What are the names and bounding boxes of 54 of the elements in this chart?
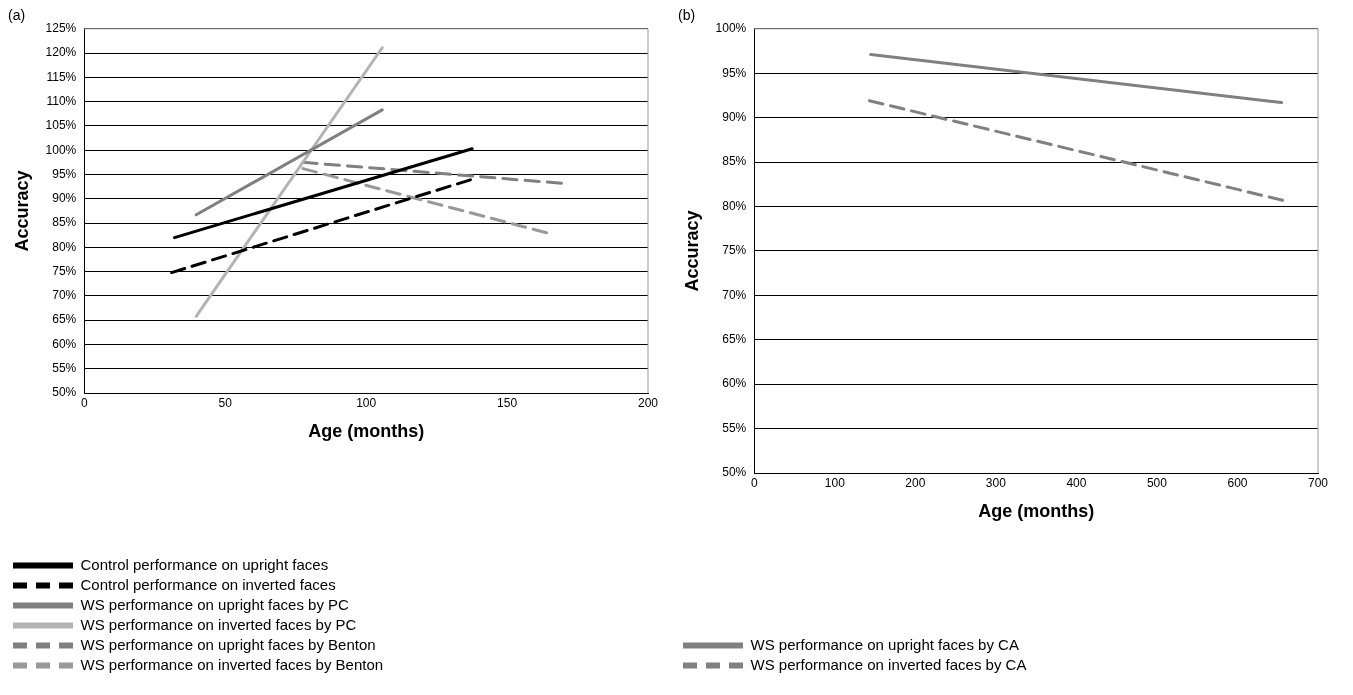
y-tick-label: 95% (52, 166, 77, 181)
y-tick-label: 80% (52, 239, 77, 254)
x-tick-label: 600 (1227, 475, 1248, 490)
y-tick-label: 100% (45, 142, 77, 157)
y-axis-title: Accuracy (681, 210, 702, 292)
x-tick-label: 50 (218, 395, 233, 410)
x-tick-label: 100 (356, 395, 377, 410)
x-tick-label: 0 (750, 475, 758, 490)
x-tick-label: 500 (1146, 475, 1168, 490)
x-tick-label: 700 (1307, 475, 1329, 490)
legend-label: WS performance on upright faces by PC (80, 595, 350, 613)
y-tick-label: 95% (722, 65, 747, 80)
x-tick-label: 200 (637, 395, 659, 410)
y-tick-label: 50% (722, 465, 747, 480)
legend-label: WS performance on inverted faces by PC (80, 615, 357, 633)
y-tick-label: 105% (45, 118, 77, 133)
y-tick-label: 65% (722, 332, 747, 347)
x-tick-label: 150 (497, 395, 518, 410)
y-tick-label: 125% (45, 21, 77, 36)
legend-label: WS performance on inverted faces by Benton (80, 655, 384, 673)
y-tick-label: 80% (722, 198, 747, 213)
legend-label: WS performance on upright faces by Benton (80, 635, 376, 653)
y-tick-label: 75% (722, 243, 747, 258)
x-tick-label: 100 (824, 475, 846, 490)
y-tick-label: 70% (52, 288, 77, 303)
x-axis-title: Age (months) (978, 501, 1095, 522)
x-tick-label: 0 (80, 395, 88, 410)
legend-label: WS performance on upright faces by CA (750, 635, 1019, 653)
y-tick-label: 75% (52, 263, 77, 278)
legend-label: WS performance on inverted faces by CA (750, 655, 1027, 673)
y-tick-label: 50% (52, 385, 77, 400)
y-tick-label: 70% (722, 287, 747, 302)
y-tick-label: 60% (52, 336, 77, 351)
y-tick-label: 100% (715, 21, 747, 36)
x-tick-label: 400 (1066, 475, 1087, 490)
y-tick-label: 115% (46, 69, 77, 84)
y-tick-label: 85% (722, 154, 747, 169)
y-axis-title: Accuracy (11, 170, 32, 252)
x-tick-label: 200 (905, 475, 926, 490)
y-tick-label: 110% (46, 93, 77, 108)
x-axis-title: Age (months) (308, 421, 425, 442)
y-tick-label: 90% (52, 191, 77, 206)
y-tick-label: 55% (52, 361, 77, 376)
y-tick-label: 120% (45, 45, 77, 60)
legend-label: Control performance on upright faces (80, 555, 329, 573)
legend-label: Control performance on inverted faces (80, 575, 336, 593)
y-tick-label: 65% (52, 312, 77, 327)
y-tick-label: 60% (722, 376, 747, 391)
chart-title: (a) (8, 7, 26, 24)
y-tick-label: 55% (722, 420, 747, 435)
y-tick-label: 90% (722, 109, 747, 124)
y-tick-label: 85% (52, 215, 77, 230)
chart-title: (b) (678, 7, 696, 24)
x-tick-label: 300 (985, 475, 1007, 490)
